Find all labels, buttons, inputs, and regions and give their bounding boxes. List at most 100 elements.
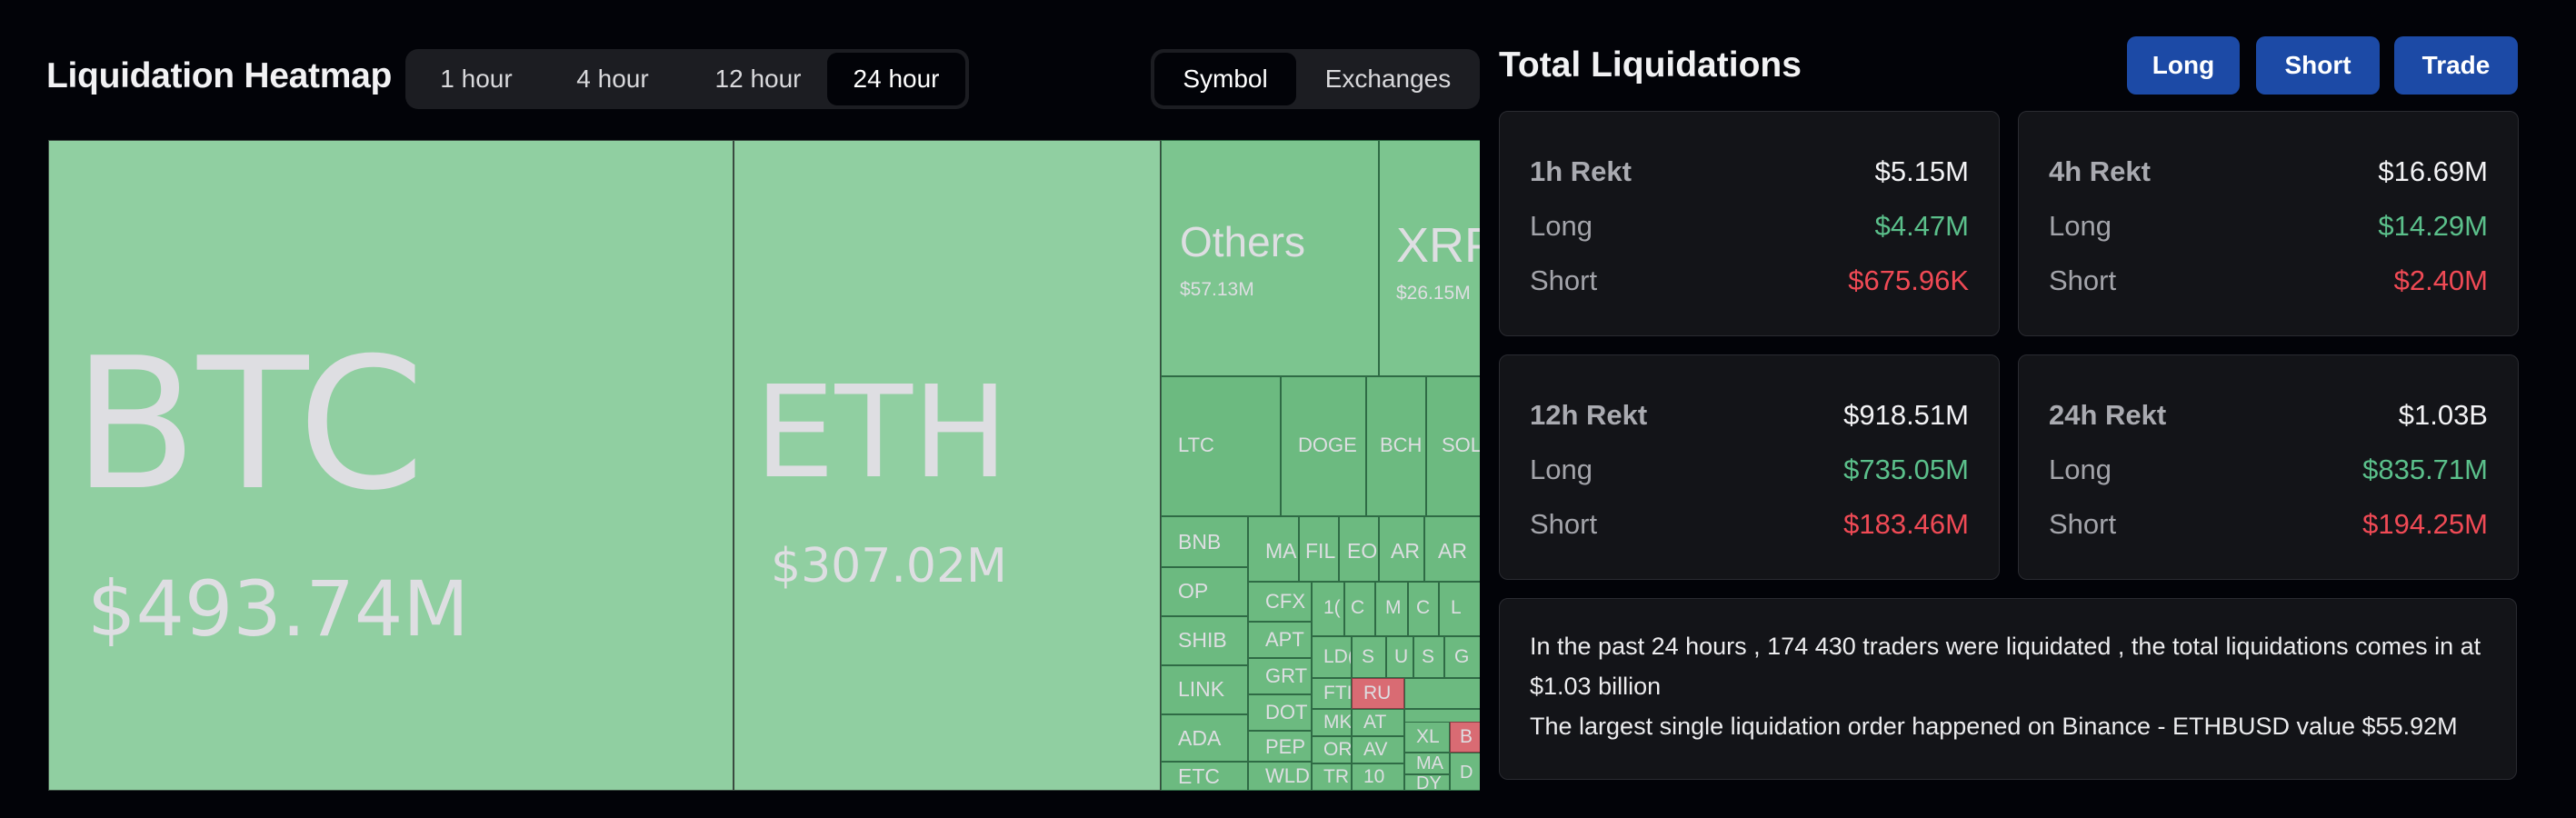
heatmap-cell-dot[interactable]: DOT	[1248, 694, 1312, 731]
cell-symbol: FIL	[1305, 539, 1336, 563]
heatmap-cell-pep[interactable]: PEP	[1248, 731, 1312, 762]
cell-symbol: APT	[1265, 628, 1304, 651]
cell-symbol: DY	[1416, 774, 1442, 791]
cell-symbol: Others	[1180, 218, 1306, 265]
time-range-tabs: 1 hour 4 hour 12 hour 24 hour	[405, 49, 969, 109]
heatmap-cell-op[interactable]: OP	[1161, 567, 1248, 616]
cell-symbol: EO	[1347, 539, 1378, 563]
tab-exchanges[interactable]: Exchanges	[1324, 65, 1452, 93]
heatmap-cell-ar[interactable]: AR	[1379, 516, 1424, 582]
long-label: Long	[2049, 454, 2112, 485]
heatmap-cell-10-b[interactable]: 10	[1352, 763, 1404, 791]
cell-symbol: DOT	[1265, 701, 1308, 723]
cell-symbol: MA	[1265, 539, 1297, 563]
heatmap-cell-sol[interactable]: SOL	[1426, 376, 1480, 516]
cell-symbol: MA	[1416, 753, 1443, 773]
long-button[interactable]: Long	[2127, 36, 2240, 95]
cell-symbol: OP	[1178, 579, 1209, 603]
heatmap-cell-c[interactable]: C	[1344, 582, 1375, 636]
summary-text-1: In the past 24 hours , 174 430 traders w…	[1530, 633, 2481, 700]
heatmap-cell-dy[interactable]: DY	[1404, 774, 1450, 791]
heatmap-cell-ada[interactable]: ADA	[1161, 714, 1248, 762]
heatmap-cell-g[interactable]: G	[1444, 636, 1480, 678]
liquidation-summary: In the past 24 hours , 174 430 traders w…	[1499, 598, 2517, 780]
long-value: $735.05M	[1843, 454, 1969, 485]
cell-symbol: S	[1362, 646, 1375, 667]
card-label: 4h Rekt	[2049, 155, 2151, 187]
tab-4-hour[interactable]: 4 hour	[576, 65, 649, 93]
heatmap-cell-xl[interactable]: XL	[1404, 722, 1450, 753]
heatmap-cell-btc[interactable]: BTC $493.74M	[48, 140, 734, 791]
heatmap-cell-xrp[interactable]: XRP $26.15M	[1379, 140, 1480, 376]
card-total: $1.03B	[2398, 399, 2488, 431]
heatmap-cell-eth[interactable]: ETH $307.02M	[734, 140, 1161, 791]
heatmap-cell-eo[interactable]: EO	[1339, 516, 1379, 582]
heatmap-cell-or[interactable]: OR	[1312, 736, 1352, 763]
heatmap-cell-at[interactable]: AT	[1352, 709, 1404, 736]
heatmap-cell-tr[interactable]: TR	[1312, 763, 1352, 791]
heatmap-cell-b[interactable]: B	[1450, 722, 1480, 753]
tab-1-hour[interactable]: 1 hour	[440, 65, 513, 93]
heatmap-cell-fti[interactable]: FTI	[1312, 678, 1352, 709]
heatmap-cell-ltc[interactable]: LTC	[1161, 376, 1281, 516]
short-label: Short	[2049, 264, 2117, 296]
heatmap-cell-u[interactable]: U	[1386, 636, 1413, 678]
cell-symbol: 10	[1363, 766, 1385, 787]
heatmap-cell-ma[interactable]: MA	[1248, 516, 1299, 582]
trade-button[interactable]: Trade	[2394, 36, 2518, 95]
heatmap-cell-s[interactable]: S	[1352, 636, 1386, 678]
short-value: $675.96K	[1848, 264, 1969, 296]
cell-symbol: C	[1416, 597, 1431, 618]
heatmap-cell-ldo[interactable]: LD(	[1312, 636, 1352, 678]
cell-symbol: WLD	[1265, 764, 1310, 787]
cell-symbol: PEP	[1265, 735, 1306, 758]
long-value: $835.71M	[2362, 454, 2488, 485]
cell-symbol: C	[1351, 597, 1365, 618]
heatmap-cell-bnb[interactable]: BNB	[1161, 516, 1248, 567]
heatmap-cell-mk[interactable]: MK	[1312, 709, 1352, 736]
heatmap-cell-10[interactable]: 1(	[1312, 582, 1344, 636]
heatmap-cell-wld[interactable]: WLD	[1248, 762, 1312, 791]
cell-symbol: AT	[1363, 712, 1387, 733]
card-total: $5.15M	[1874, 155, 1969, 187]
heatmap-cell-etc[interactable]: ETC	[1161, 762, 1248, 791]
heatmap-cell-shib[interactable]: SHIB	[1161, 616, 1248, 665]
cell-symbol: LTC	[1178, 434, 1214, 456]
heatmap-cell-av[interactable]: AV	[1352, 736, 1404, 763]
heatmap-cell-ar-2[interactable]: AR	[1424, 516, 1480, 582]
heatmap-title: Liquidation Heatmap	[46, 56, 392, 95]
tab-12-hour[interactable]: 12 hour	[714, 65, 802, 93]
cell-symbol: RU	[1363, 683, 1392, 703]
heatmap-cell-s-2[interactable]: S	[1413, 636, 1444, 678]
short-label: Short	[2049, 508, 2117, 540]
short-value: $194.25M	[2362, 508, 2488, 540]
cell-symbol: ETC	[1178, 764, 1220, 788]
heatmap-cell-ma-2[interactable]: MA	[1404, 753, 1450, 774]
heatmap-cell-doge[interactable]: DOGE	[1281, 376, 1366, 516]
rekt-card-4h: 4h Rekt $16.69M Long $14.29M Short $2.40…	[2018, 111, 2519, 336]
heatmap-cell-link[interactable]: LINK	[1161, 665, 1248, 714]
cell-symbol: XL	[1416, 726, 1440, 747]
heatmap-cell-cfx[interactable]: CFX	[1248, 582, 1312, 622]
short-button[interactable]: Short	[2256, 36, 2380, 95]
view-mode-tabs: Symbol Exchanges	[1151, 49, 1480, 109]
heatmap-cell-others[interactable]: Others $57.13M	[1161, 140, 1379, 376]
heatmap-cell-grt[interactable]: GRT	[1248, 658, 1312, 694]
cell-symbol: LD(	[1323, 646, 1352, 667]
heatmap-cell-bch[interactable]: BCH	[1366, 376, 1426, 516]
cell-symbol: G	[1454, 646, 1470, 667]
card-label: 1h Rekt	[1530, 155, 1632, 187]
rekt-card-24h: 24h Rekt $1.03B Long $835.71M Short $194…	[2018, 354, 2519, 580]
heatmap-cell-l[interactable]: L	[1439, 582, 1480, 636]
heatmap-cell-c-2[interactable]: C	[1408, 582, 1439, 636]
heatmap-cell-d[interactable]: D	[1450, 753, 1480, 791]
cell-symbol: U	[1394, 646, 1409, 667]
heatmap-cell-ru[interactable]: RU	[1352, 678, 1404, 709]
heatmap-cell-m[interactable]: M	[1375, 582, 1408, 636]
total-liquidations-title: Total Liquidations	[1499, 45, 1802, 85]
cell-symbol: AV	[1363, 739, 1388, 760]
tab-24-hour[interactable]: 24 hour	[827, 53, 965, 105]
heatmap-cell-apt[interactable]: APT	[1248, 622, 1312, 658]
heatmap-cell-fil[interactable]: FIL	[1299, 516, 1339, 582]
tab-symbol[interactable]: Symbol	[1154, 53, 1296, 105]
